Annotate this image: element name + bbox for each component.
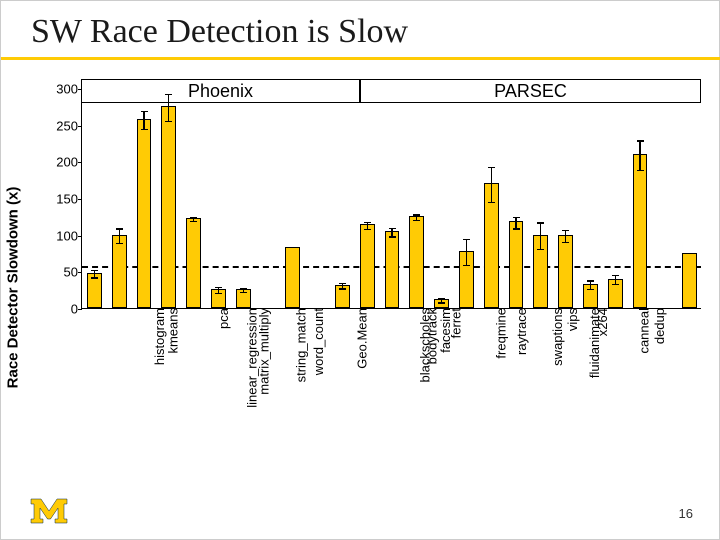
bar (161, 106, 176, 308)
michigan-logo-icon (29, 497, 69, 525)
error-bar (639, 140, 640, 169)
error-cap (190, 221, 197, 222)
x-tick-label: word_count (307, 308, 326, 375)
error-cap (488, 202, 495, 203)
bar (558, 235, 573, 308)
y-tick-label: 250 (48, 118, 82, 133)
error-cap (562, 230, 569, 231)
error-cap (587, 289, 594, 290)
error-bar (168, 94, 169, 120)
error-cap (637, 170, 644, 171)
bar (682, 253, 697, 308)
y-tick-label: 200 (48, 155, 82, 170)
x-tick-label: pca (212, 308, 231, 329)
bar (186, 218, 201, 308)
bar (509, 221, 524, 308)
error-cap (389, 236, 396, 237)
error-cap (116, 243, 123, 244)
error-cap (488, 167, 495, 168)
error-cap (438, 302, 445, 303)
error-cap (339, 283, 346, 284)
x-tick-label: matrix_multiply (252, 308, 271, 395)
error-bar (119, 228, 120, 243)
y-tick-mark (78, 199, 82, 200)
error-bar (590, 280, 591, 289)
error-cap (215, 293, 222, 294)
error-cap (91, 270, 98, 271)
x-tick-label: dedup (648, 308, 667, 344)
y-tick-label: 100 (48, 228, 82, 243)
error-cap (413, 220, 420, 221)
x-tick-label: x264 (591, 308, 610, 336)
error-cap (165, 121, 172, 122)
x-tick-label: kmeans (162, 308, 181, 354)
error-cap (240, 288, 247, 289)
y-tick-mark (78, 309, 82, 310)
error-cap (612, 284, 619, 285)
y-tick-mark (78, 272, 82, 273)
y-tick-label: 0 (48, 302, 82, 317)
error-cap (513, 217, 520, 218)
y-tick-mark (78, 126, 82, 127)
slide-title: SW Race Detection is Slow (31, 13, 408, 51)
error-bar (143, 111, 144, 129)
error-cap (364, 222, 371, 223)
error-cap (165, 94, 172, 95)
y-tick-mark (78, 162, 82, 163)
y-tick-label: 300 (48, 82, 82, 97)
y-tick-mark (78, 89, 82, 90)
x-tick-label: freqmine (489, 308, 508, 359)
error-bar (515, 217, 516, 229)
x-tick-label: vips (561, 308, 580, 331)
error-cap (141, 111, 148, 112)
y-tick-label: 50 (48, 265, 82, 280)
error-cap (215, 287, 222, 288)
x-tick-label: string_match (290, 308, 309, 382)
error-cap (537, 249, 544, 250)
bar (360, 224, 375, 308)
error-cap (463, 265, 470, 266)
bar (633, 154, 648, 308)
error-cap (91, 277, 98, 278)
error-cap (562, 242, 569, 243)
title-underline (1, 57, 720, 60)
error-cap (141, 129, 148, 130)
error-cap (413, 214, 420, 215)
bar (385, 231, 400, 308)
error-bar (615, 275, 616, 284)
plot-region: 050100150200250300histogramkmeanslinear_… (81, 89, 701, 309)
y-axis-label: Race Detector Slowdown (x) (5, 187, 22, 389)
y-tick-label: 150 (48, 192, 82, 207)
error-cap (463, 239, 470, 240)
bar (285, 247, 300, 308)
error-cap (364, 229, 371, 230)
error-bar (491, 167, 492, 202)
error-cap (612, 275, 619, 276)
error-bar (466, 239, 467, 265)
error-cap (637, 140, 644, 141)
error-cap (190, 217, 197, 218)
chart-area: Race Detector Slowdown (x) PhoenixPARSEC… (21, 79, 706, 479)
error-bar (391, 228, 392, 237)
error-cap (389, 228, 396, 229)
y-tick-mark (78, 236, 82, 237)
error-cap (513, 228, 520, 229)
error-cap (537, 222, 544, 223)
error-cap (116, 228, 123, 229)
error-bar (540, 222, 541, 248)
error-cap (438, 298, 445, 299)
x-tick-label: raytrace (510, 308, 529, 355)
error-cap (339, 288, 346, 289)
bar (112, 235, 127, 308)
x-tick-label: ferret (444, 308, 463, 338)
slide: SW Race Detection is Slow Race Detector … (0, 0, 720, 540)
page-number: 16 (679, 506, 693, 521)
error-cap (240, 292, 247, 293)
bar (137, 119, 152, 308)
bar (409, 216, 424, 308)
error-bar (565, 230, 566, 242)
error-cap (587, 280, 594, 281)
x-tick-label: Geo.Mean (351, 308, 370, 369)
x-tick-label: streamcluster (715, 308, 720, 386)
